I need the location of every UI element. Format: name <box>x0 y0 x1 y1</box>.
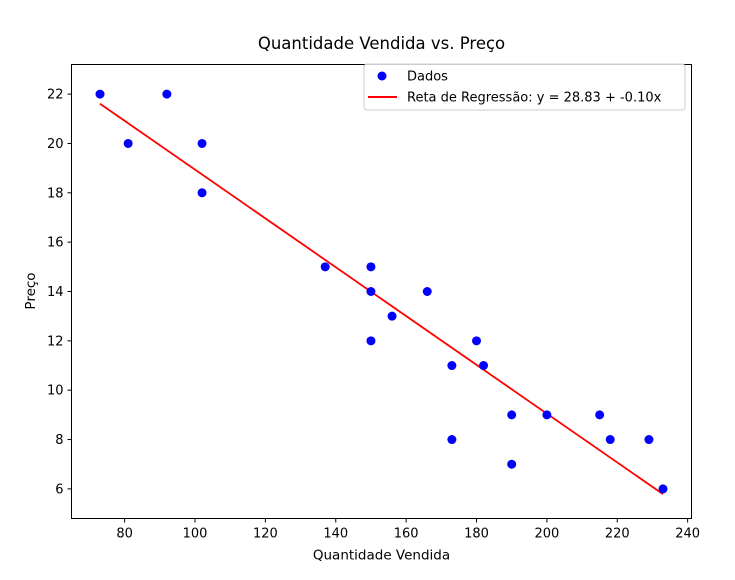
regression-line <box>99 102 664 495</box>
x-axis-label: Quantidade Vendida <box>313 548 450 564</box>
y-tick-label: 12 <box>47 334 64 349</box>
data-point <box>162 89 172 99</box>
x-tick-label: 240 <box>675 527 700 542</box>
x-tick-label: 220 <box>605 527 630 542</box>
data-point <box>447 361 457 371</box>
y-axis-label: Preço <box>23 272 39 309</box>
data-point <box>479 361 489 371</box>
x-axis: 80 100 120 140 160 180 200 220 240 <box>116 518 700 542</box>
data-point <box>366 262 376 272</box>
x-tick-label: 100 <box>183 527 208 542</box>
data-point <box>366 287 376 296</box>
data-point <box>595 410 605 420</box>
data-point <box>658 484 668 494</box>
legend-marker-dados <box>377 71 387 81</box>
data-point <box>507 459 517 469</box>
y-tick-label: 16 <box>47 236 64 251</box>
plot-area <box>95 89 668 495</box>
data-point <box>644 435 654 445</box>
data-point <box>123 138 133 148</box>
legend-box <box>363 63 686 111</box>
data-point <box>507 410 517 420</box>
data-point <box>447 435 457 445</box>
chart-title: Quantidade Vendida vs. Preço <box>258 34 505 53</box>
data-point <box>320 262 330 272</box>
data-point <box>197 138 207 148</box>
x-tick-label: 120 <box>253 527 278 542</box>
y-tick-label: 14 <box>47 285 64 300</box>
y-axis: 6 8 10 12 14 16 18 20 22 <box>47 88 72 497</box>
y-tick-label: 8 <box>55 433 63 448</box>
data-point <box>95 89 105 99</box>
data-point <box>197 188 207 198</box>
y-tick-label: 22 <box>47 88 64 103</box>
x-tick-label: 140 <box>323 527 348 542</box>
x-tick-label: 80 <box>116 527 133 542</box>
data-point <box>542 410 552 420</box>
y-tick-label: 10 <box>47 384 64 399</box>
legend: Dados Reta de Regressão: y = 28.83 + -0.… <box>363 63 686 111</box>
x-tick-label: 180 <box>464 527 489 542</box>
data-point <box>387 311 397 321</box>
x-tick-label: 160 <box>394 527 419 542</box>
data-point <box>422 287 432 296</box>
data-point <box>472 336 482 346</box>
y-tick-label: 6 <box>55 482 63 497</box>
x-tick-label: 200 <box>534 527 559 542</box>
data-point <box>605 435 615 445</box>
y-tick-label: 20 <box>47 137 64 152</box>
y-tick-label: 18 <box>47 186 64 201</box>
legend-label-regression: Reta de Regressão: y = 28.83 + -0.10x <box>407 91 662 106</box>
data-point <box>366 336 376 346</box>
legend-label-dados: Dados <box>407 70 448 85</box>
